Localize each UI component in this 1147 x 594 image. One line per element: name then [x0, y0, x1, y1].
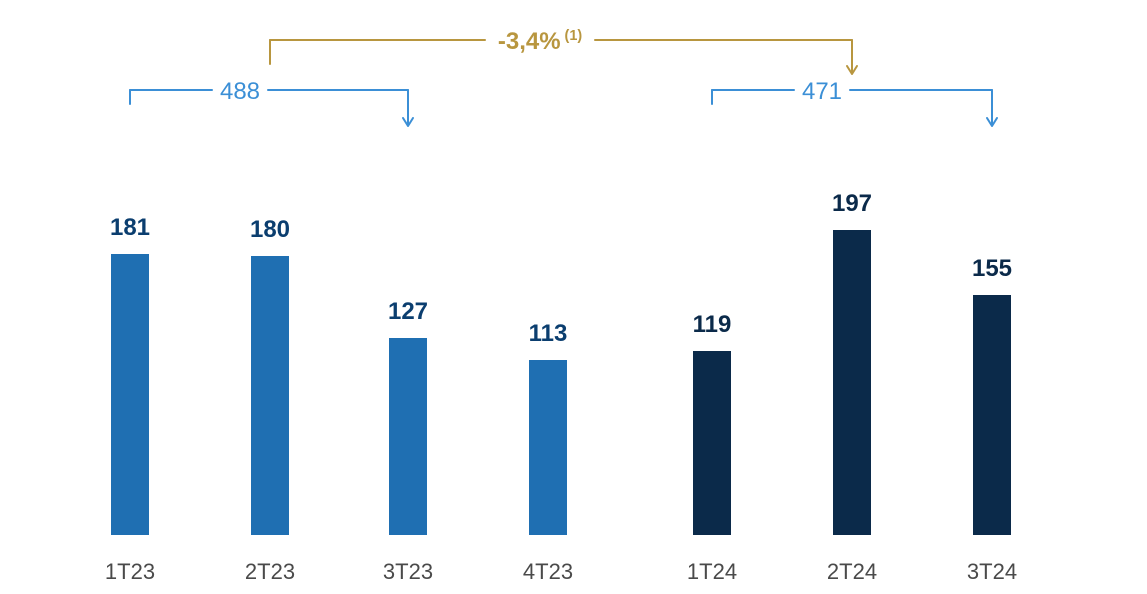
bar-rect — [251, 256, 289, 535]
bar-value-label: 155 — [972, 255, 1012, 283]
bar-rect — [389, 338, 427, 535]
quarterly-bar-chart: 488471-3,4%(1) 1811T231802T231273T231134… — [0, 0, 1147, 594]
bar-category-label: 2T24 — [827, 559, 877, 585]
top-change-label: -3,4%(1) — [498, 28, 582, 56]
group-total-g1: 488 — [220, 78, 260, 106]
bar-1T23: 1811T23 — [111, 190, 149, 535]
bar-value-label: 197 — [832, 190, 872, 218]
bar-2T24: 1972T24 — [833, 190, 871, 535]
bar-value-label: 181 — [110, 214, 150, 242]
group-total-g2: 471 — [802, 78, 842, 106]
bars-area: 1811T23 1802T23 1273T23 1134T23 1191T24 1972T… — [0, 190, 1147, 535]
top-change-footnote: (1) — [565, 28, 583, 44]
bar-2T23: 1802T23 — [251, 190, 289, 535]
bar-category-label: 1T23 — [105, 559, 155, 585]
bar-1T24: 1191T24 — [693, 190, 731, 535]
bar-value-label: 127 — [388, 298, 428, 326]
bar-value-label: 119 — [693, 311, 732, 339]
bar-rect — [529, 360, 567, 535]
bar-value-label: 180 — [250, 216, 290, 244]
bar-rect — [833, 230, 871, 535]
bar-category-label: 3T23 — [383, 559, 433, 585]
bar-value-label: 113 — [529, 320, 568, 348]
bar-category-label: 1T24 — [687, 559, 737, 585]
bar-category-label: 3T24 — [967, 559, 1017, 585]
bar-category-label: 2T23 — [245, 559, 295, 585]
bar-3T23: 1273T23 — [389, 190, 427, 535]
bar-rect — [973, 295, 1011, 535]
bar-4T23: 1134T23 — [529, 190, 567, 535]
bar-rect — [693, 351, 731, 535]
bar-rect — [111, 254, 149, 535]
bar-category-label: 4T23 — [523, 559, 573, 585]
bar-3T24: 1553T24 — [973, 190, 1011, 535]
top-change-value: -3,4% — [498, 28, 561, 55]
